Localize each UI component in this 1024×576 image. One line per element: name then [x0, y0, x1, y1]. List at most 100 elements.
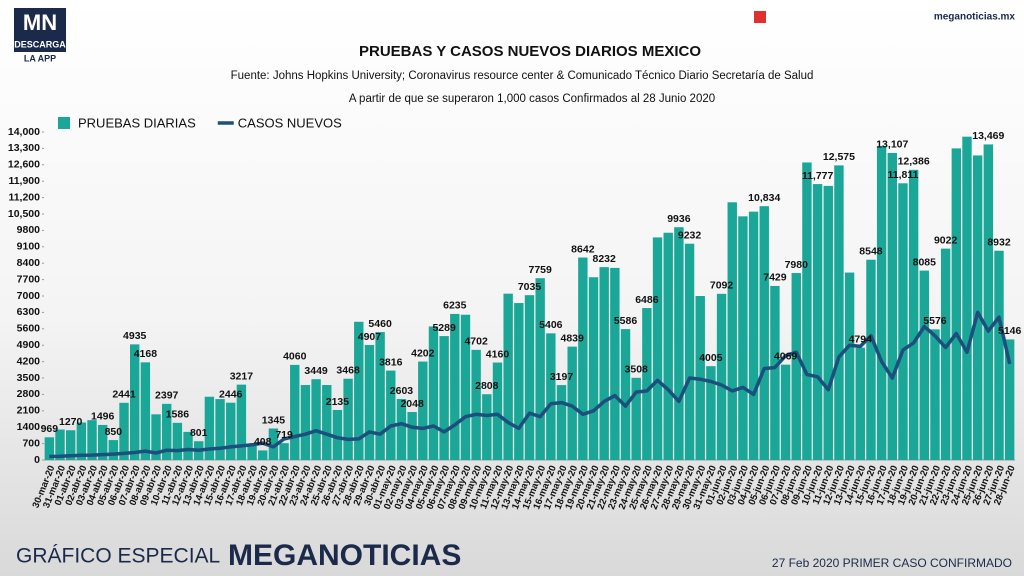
y-tick-label: 6300 — [17, 306, 41, 318]
bar — [642, 308, 652, 460]
data-label: 4060 — [283, 351, 307, 363]
bar — [183, 431, 193, 460]
y-tick-label: 1400 — [17, 421, 41, 433]
y-tick-label: 13,300 — [8, 142, 40, 154]
bar — [663, 232, 673, 460]
bar — [908, 169, 919, 460]
bar — [748, 211, 759, 460]
bar — [97, 424, 108, 460]
data-label: 3217 — [230, 370, 254, 382]
data-label: 1345 — [262, 414, 286, 426]
footer-note: 27 Feb 2020 PRIMER CASO CONFIRMADO — [772, 556, 1012, 570]
bar — [396, 399, 407, 460]
data-label: 5146 — [998, 325, 1022, 337]
data-label: 7759 — [528, 264, 552, 276]
y-tick-label: 7700 — [17, 273, 41, 285]
data-label: 4839 — [561, 332, 585, 344]
bar — [812, 184, 823, 460]
bar — [802, 162, 812, 460]
data-label: 2048 — [400, 398, 424, 410]
bar — [780, 364, 791, 460]
data-label: 2441 — [112, 389, 136, 401]
bar — [983, 144, 994, 461]
y-tick-label: 11,900 — [8, 175, 40, 187]
bar — [386, 370, 396, 460]
bar — [994, 250, 1004, 460]
logo-line: DESCARGA — [14, 39, 66, 49]
data-label: 13,107 — [876, 139, 908, 151]
bar — [65, 430, 76, 460]
y-tick-label: 2100 — [17, 405, 41, 417]
y-tick-label: 9800 — [17, 224, 41, 236]
footer-brand: MEGANOTICIAS — [228, 539, 461, 572]
bar — [578, 257, 588, 460]
y-tick-label: 3500 — [17, 372, 41, 384]
bar — [610, 267, 620, 460]
bar — [706, 366, 716, 460]
bar — [172, 422, 183, 460]
data-label: 5576 — [923, 315, 947, 327]
bar — [268, 428, 279, 460]
data-label: 5406 — [539, 319, 563, 331]
data-label: 9936 — [667, 213, 691, 225]
bar — [524, 295, 535, 460]
data-label: 1496 — [91, 411, 115, 423]
bar — [428, 326, 439, 460]
bar — [684, 243, 695, 460]
bar — [876, 146, 887, 461]
source: Fuente: Johns Hopkins University; Corona… — [231, 70, 814, 82]
data-label: 9232 — [678, 229, 702, 241]
bar — [364, 345, 375, 460]
legend-label: PRUEBAS DIARIAS — [78, 115, 196, 130]
bar — [439, 336, 449, 460]
bar — [375, 332, 385, 460]
bar — [215, 399, 225, 460]
bar — [898, 183, 908, 460]
data-label: 8085 — [913, 256, 937, 268]
logo-box — [14, 8, 66, 52]
bar — [823, 185, 833, 460]
bar — [546, 333, 556, 460]
y-tick-label: 2800 — [17, 388, 41, 400]
bar — [674, 227, 684, 460]
bar — [236, 384, 247, 460]
legend-label: CASOS NUEVOS — [238, 115, 342, 130]
data-label: 7035 — [518, 281, 542, 293]
data-label: 2135 — [326, 396, 350, 408]
bar — [290, 364, 300, 460]
icon — [754, 11, 766, 23]
bar — [791, 273, 801, 460]
data-label: 8232 — [593, 253, 617, 265]
data-label: 8642 — [571, 243, 595, 255]
bar — [738, 216, 748, 460]
data-label: 11,811 — [887, 169, 918, 181]
y-tick-label: 14,000 — [8, 126, 40, 138]
bar — [599, 267, 609, 460]
bar — [226, 402, 236, 460]
bar — [151, 414, 161, 460]
subtitle: A partir de que se superaron 1,000 casos… — [349, 93, 715, 105]
bar — [492, 362, 503, 460]
bar — [716, 293, 727, 460]
data-label: 3449 — [304, 365, 328, 377]
data-label: 4702 — [464, 336, 488, 348]
bar — [930, 329, 940, 460]
data-label: 4005 — [699, 352, 723, 364]
data-label: 4794 — [849, 333, 873, 345]
bar — [919, 270, 929, 460]
data-label: 1586 — [166, 409, 190, 421]
data-label: 4202 — [411, 347, 435, 359]
bar — [204, 396, 215, 460]
bar — [887, 152, 897, 461]
data-label: 3508 — [625, 364, 649, 376]
bar — [972, 155, 983, 460]
data-label: 12,575 — [823, 151, 855, 163]
data-label: 5586 — [614, 315, 638, 327]
data-label: 9022 — [934, 234, 958, 246]
data-label: 11,777 — [802, 170, 834, 182]
bar — [631, 377, 641, 460]
bar — [556, 385, 567, 460]
bar — [503, 293, 513, 460]
y-tick-label: 11,200 — [8, 191, 40, 203]
footer-left: GRÁFICO ESPECIAL — [16, 545, 220, 568]
